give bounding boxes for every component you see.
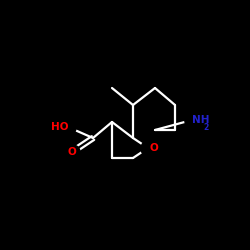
Text: NH: NH: [192, 115, 210, 125]
Text: O: O: [149, 143, 158, 153]
Text: O: O: [68, 147, 76, 157]
Text: 2: 2: [203, 123, 208, 132]
Text: HO: HO: [52, 122, 69, 132]
